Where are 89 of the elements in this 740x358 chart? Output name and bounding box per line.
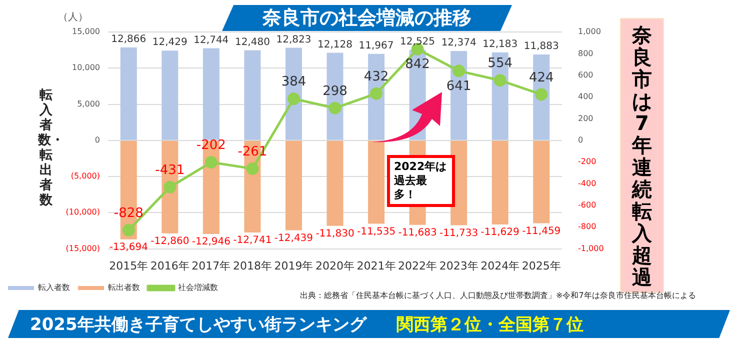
point — [287, 92, 300, 106]
bar — [492, 140, 508, 224]
data-label: 641 — [446, 78, 472, 94]
data-label: -11,459 — [522, 226, 561, 237]
annotation: 2022年は過去最多！ — [387, 155, 455, 207]
data-label: 12,823 — [276, 34, 312, 46]
y2-tick-label: 1,000 — [578, 27, 601, 36]
y-tick-label: 15,000 — [72, 27, 100, 36]
bar — [244, 50, 261, 140]
bar — [326, 140, 344, 226]
data-label: 554 — [488, 56, 513, 72]
data-label: -11,683 — [398, 227, 437, 238]
x-tick-label: 2015年 — [109, 259, 148, 272]
data-label: -11,830 — [316, 228, 354, 240]
source-note: 出典：総務省「住民基本台帳に基づく人口、人口動態及び世帯数調査」※令和7年は奈良市住民基本台帳による — [300, 290, 696, 301]
y2-tick-label: -1,000 — [578, 244, 604, 253]
data-label: 12,183 — [482, 38, 518, 50]
data-label: 11,883 — [524, 41, 559, 52]
data-label: 432 — [364, 69, 389, 84]
data-label: 12,866 — [111, 34, 146, 46]
point — [535, 88, 548, 101]
data-label: -12,946 — [192, 236, 230, 248]
point — [328, 102, 342, 114]
y2-tick-label: -400 — [578, 178, 596, 188]
point — [452, 64, 466, 78]
bar — [202, 48, 220, 140]
bar — [162, 50, 178, 140]
x-tick-label: 2019年 — [274, 259, 314, 272]
data-label: -12,741 — [233, 235, 272, 246]
legend-label: 社会増減数 — [178, 283, 218, 292]
data-label: 12,374 — [441, 38, 476, 49]
x-tick-label: 2023年 — [439, 259, 478, 272]
data-label: 12,525 — [400, 36, 436, 48]
point — [494, 74, 506, 87]
x-tick-label: 2021年 — [356, 259, 396, 272]
y2-tick-label: -200 — [578, 157, 596, 166]
y-axis-title: 転入者数・転出者数 — [38, 88, 64, 208]
data-label: -11,629 — [480, 227, 520, 238]
point — [164, 180, 176, 194]
data-label: -11,535 — [356, 226, 396, 238]
y-tick-label: (10,000) — [66, 208, 100, 217]
y-tick-label: (5,000) — [70, 172, 100, 181]
text: 2025年共働き子育てしやすい街ランキング — [30, 314, 366, 336]
chart-title: 奈良市の社会増減の推移 — [222, 5, 512, 31]
x-tick-label: 2016年 — [150, 259, 190, 272]
y-tick-label: 5,000 — [77, 99, 100, 108]
data-label: 12,429 — [152, 37, 188, 48]
data-label: -11,733 — [440, 228, 478, 239]
bar — [285, 140, 302, 230]
data-label: 384 — [281, 74, 306, 90]
data-label: -13,694 — [109, 242, 148, 253]
legend-label: 転入者数 — [38, 283, 70, 292]
x-tick-label: 2020年 — [316, 259, 354, 272]
data-label: -12,439 — [274, 232, 314, 244]
data-label: -12,860 — [150, 236, 190, 247]
text: 関西第２位・全国第７位 — [396, 314, 584, 336]
y2-tick-label: -800 — [578, 222, 596, 232]
data-label: -828 — [114, 206, 144, 222]
y2-tick-label: -600 — [578, 200, 596, 210]
data-label: 424 — [528, 70, 554, 86]
y2-tick-label: 400 — [578, 92, 594, 102]
data-label: 12,744 — [194, 34, 229, 46]
x-tick-label: 2022年 — [398, 259, 438, 272]
point — [370, 87, 383, 100]
x-tick-label: 2024年 — [480, 259, 520, 272]
text: （人） — [58, 11, 88, 24]
y-tick-label: 0 — [94, 135, 100, 144]
y-tick-label: (15,000) — [66, 244, 100, 253]
data-label: 298 — [322, 84, 348, 99]
data-label: 12,128 — [318, 39, 352, 50]
data-label: 842 — [405, 57, 430, 72]
data-label: 12,480 — [234, 36, 270, 48]
y-tick-label: 10,000 — [72, 63, 100, 72]
data-label: 11,967 — [358, 40, 394, 52]
point — [122, 224, 135, 236]
bar — [120, 47, 137, 140]
legend-label: 転出者数 — [108, 283, 140, 292]
y2-tick-label: 0 — [578, 135, 584, 144]
x-tick-label: 2017年 — [192, 259, 231, 272]
y2-tick-label: 200 — [578, 114, 594, 123]
point — [246, 162, 259, 175]
x-tick-label: 2018年 — [232, 259, 272, 272]
point — [204, 156, 218, 169]
y2-tick-label: 800 — [578, 48, 594, 58]
y2-tick-label: 600 — [578, 70, 594, 80]
bar — [533, 140, 550, 224]
x-tick-label: 2025年 — [522, 259, 561, 272]
bar — [368, 140, 385, 224]
text: 奈良市は7年連続転入超過 — [632, 22, 652, 288]
